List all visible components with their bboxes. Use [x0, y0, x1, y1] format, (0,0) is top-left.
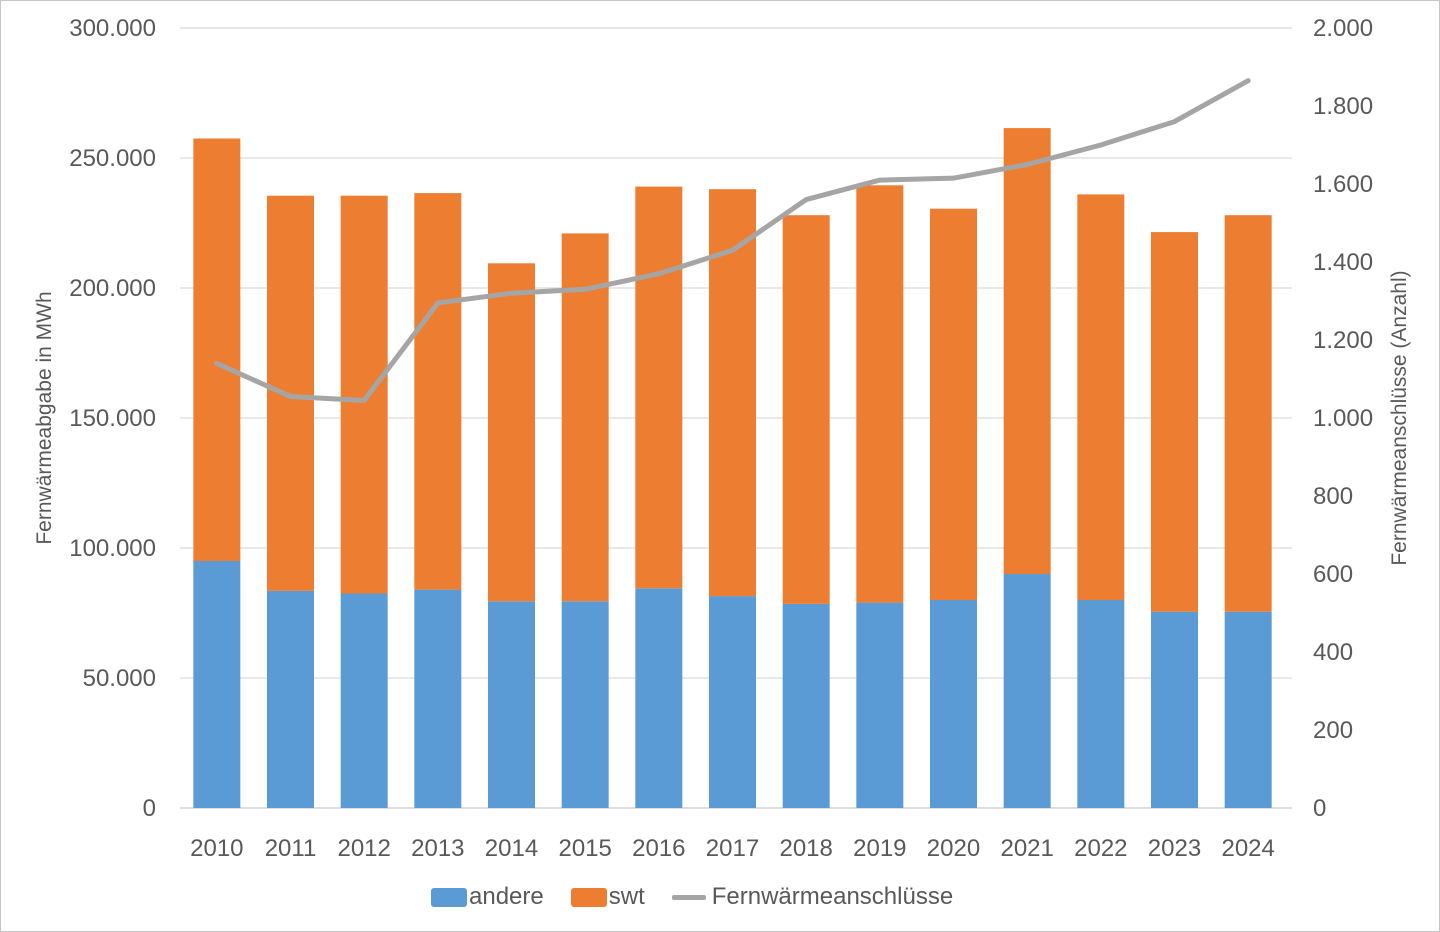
- bar-segment-andere-2012: [340, 593, 388, 808]
- bar-segment-andere-2018: [782, 603, 830, 808]
- bar-segment-andere-2016: [635, 588, 683, 808]
- x-axis-label-2023: 2023: [1148, 835, 1201, 862]
- legend: andere swt Fernwärmeanschlüsse: [431, 883, 954, 911]
- bar-segment-andere-2021: [1003, 574, 1051, 808]
- x-axis-label-2018: 2018: [779, 835, 832, 862]
- bar-segment-andere-2013: [414, 589, 462, 808]
- x-axis-label-2013: 2013: [411, 835, 464, 862]
- legend-item-fernwaermeanschluesse: Fernwärmeanschlüsse: [671, 883, 954, 911]
- bar-segment-swt-2021: [1003, 128, 1051, 574]
- left-axis-tick-label: 200.000: [69, 275, 156, 302]
- bar-segment-swt-2015: [561, 233, 609, 602]
- line-fernwaermeanschluesse: [214, 78, 1251, 403]
- legend-swatch-andere: [431, 887, 467, 907]
- right-axis-tick-label: 1.800: [1313, 93, 1373, 120]
- bar-segment-swt-2014: [488, 263, 535, 602]
- right-axis-title: Fernwärmeanschlüsse (Anzahl): [1388, 270, 1411, 566]
- legend-line-swatch: [671, 894, 706, 900]
- x-axis-label-2022: 2022: [1074, 835, 1127, 862]
- x-axis-label-2014: 2014: [485, 835, 538, 862]
- x-axis-label-2020: 2020: [927, 835, 980, 862]
- right-axis-tick-label: 1.200: [1313, 327, 1373, 354]
- right-axis-tick-label: 0: [1313, 795, 1326, 822]
- left-axis-tick-label: 100.000: [69, 535, 156, 562]
- left-axis-tick-label: 300.000: [69, 15, 156, 42]
- x-axis-label-2015: 2015: [558, 835, 611, 862]
- right-axis-tick-label: 600: [1313, 561, 1353, 588]
- bar-segment-andere-2023: [1151, 611, 1198, 808]
- x-axis-label-2019: 2019: [853, 835, 906, 862]
- x-axis-label-2017: 2017: [706, 835, 759, 862]
- legend-swatch-swt: [570, 887, 607, 907]
- bar-segment-swt-2020: [930, 208, 977, 600]
- legend-item-swt: swt: [570, 883, 645, 911]
- bar-segment-andere-2015: [561, 601, 609, 808]
- x-axis-label-2011: 2011: [265, 835, 317, 862]
- left-axis-title: Fernwärmeabgabe in MWh: [33, 291, 56, 545]
- right-axis-tick-label: 800: [1313, 483, 1353, 510]
- bar-segment-andere-2022: [1077, 600, 1125, 808]
- bar-segment-andere-2014: [488, 601, 535, 808]
- x-axis-label-2010: 2010: [190, 835, 243, 862]
- bar-segment-swt-2010: [193, 138, 241, 561]
- right-axis-tick-label: 1.000: [1313, 405, 1373, 432]
- left-axis-tick-label: 250.000: [69, 145, 156, 172]
- bar-segment-andere-2024: [1224, 611, 1272, 808]
- bar-segment-andere-2011: [267, 590, 314, 808]
- right-axis-tick-label: 2.000: [1313, 15, 1373, 42]
- bar-segment-swt-2019: [856, 185, 904, 603]
- bar-segment-andere-2010: [193, 561, 241, 808]
- x-axis-label-2024: 2024: [1221, 835, 1274, 862]
- left-axis-tick-label: 50.000: [83, 665, 156, 692]
- bar-segment-andere-2019: [856, 602, 904, 808]
- bar-segment-andere-2020: [930, 600, 977, 808]
- bar-segment-swt-2016: [635, 186, 683, 589]
- right-axis-tick-label: 200: [1313, 717, 1353, 744]
- left-axis-tick-label: 0: [143, 795, 156, 822]
- right-axis-tick-label: 400: [1313, 639, 1353, 666]
- bar-segment-swt-2023: [1151, 232, 1198, 612]
- right-axis-tick-label: 1.600: [1313, 171, 1373, 198]
- bar-segment-swt-2013: [414, 193, 462, 590]
- legend-label-fernwaermeanschluesse: Fernwärmeanschlüsse: [711, 883, 954, 910]
- right-axis-tick-label: 1.400: [1313, 249, 1373, 276]
- bar-segment-swt-2011: [267, 195, 314, 591]
- legend-label-swt: swt: [608, 883, 645, 910]
- x-axis-label-2016: 2016: [632, 835, 685, 862]
- bar-segment-andere-2017: [709, 596, 756, 808]
- bar-segment-swt-2022: [1077, 194, 1125, 600]
- left-axis-tick-label: 150.000: [69, 405, 156, 432]
- x-axis-label-2021: 2021: [1000, 835, 1053, 862]
- bar-segment-swt-2012: [340, 195, 388, 594]
- legend-label-andere: andere: [469, 883, 544, 910]
- legend-item-andere: andere: [431, 883, 544, 911]
- bar-segment-swt-2024: [1224, 215, 1272, 612]
- bar-segment-swt-2018: [782, 215, 830, 604]
- x-axis-label-2012: 2012: [337, 835, 390, 862]
